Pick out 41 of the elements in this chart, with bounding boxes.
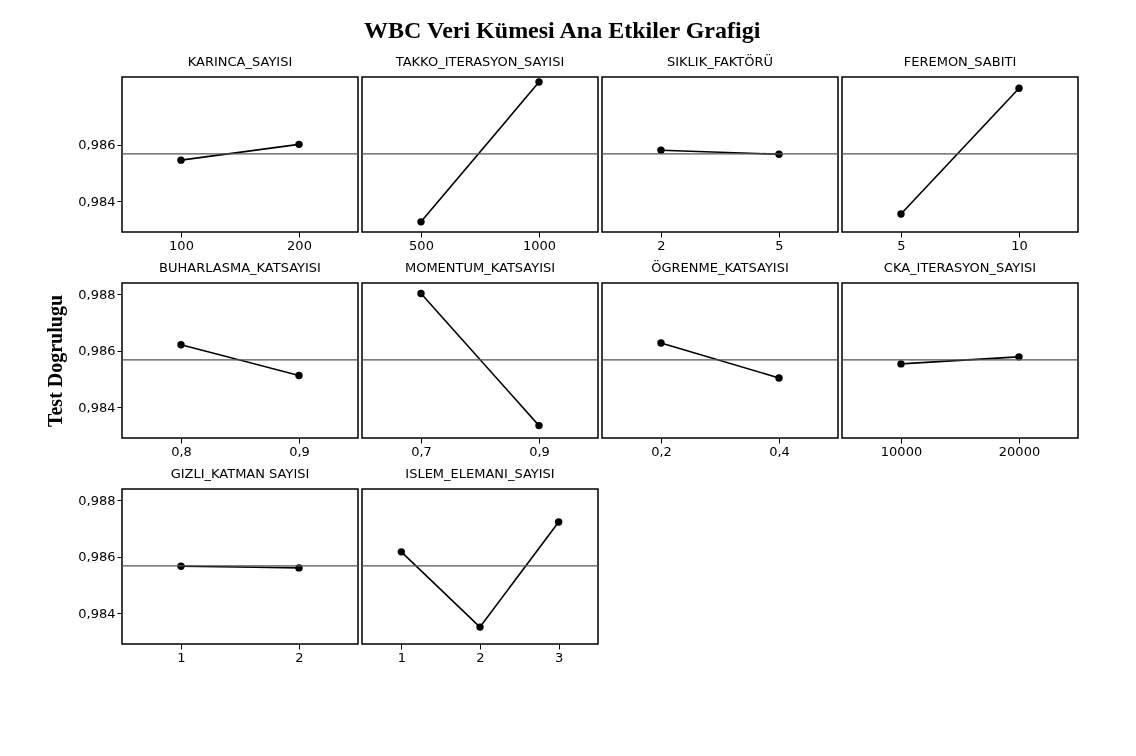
x-tick-label: 10000 [880, 443, 923, 459]
x-tick-label: 1 [397, 649, 406, 665]
chart-title: FEREMON_SABITI [903, 54, 1017, 69]
x-tick-label: 1 [177, 649, 186, 665]
x-tick-label: 500 [409, 237, 434, 253]
x-tick-label: 2 [657, 237, 666, 253]
x-tick-label: 0,9 [289, 443, 310, 459]
chart-title: GIZLI_KATMAN SAYISI [170, 466, 310, 481]
text: WBC Veri Kümesi Ana Etkiler Grafigi [364, 17, 761, 44]
y-tick-label: 0,988 [78, 492, 116, 508]
chart-title: ISLEM_ELEMANI_SAYISI [405, 466, 555, 481]
x-tick-label: 5 [897, 237, 906, 253]
x-tick-label: 1000 [522, 237, 557, 253]
x-tick-label: 5 [775, 237, 784, 253]
x-tick-label: 3 [555, 649, 564, 665]
x-tick-label: 0,8 [171, 443, 192, 459]
chart-title: KARINCA_SAYISI [187, 54, 293, 69]
x-tick-label: 2 [295, 649, 304, 665]
x-tick-label: 20000 [998, 443, 1041, 459]
y-tick-label: 0,986 [78, 343, 116, 359]
x-tick-label: 0,2 [651, 443, 672, 459]
x-tick-label: 100 [169, 237, 194, 253]
y-tick-label: 0,984 [78, 193, 116, 209]
chart-title: CKA_ITERASYON_SAYISI [883, 260, 1037, 275]
x-tick-label: 10 [1011, 237, 1028, 253]
chart-title: MOMENTUM_KATSAYISI [404, 260, 556, 275]
chart-title: SIKLIK_FAKTÖRÜ [666, 53, 774, 69]
y-tick-label: 0,986 [78, 137, 116, 153]
y-tick-label: 0,988 [78, 286, 116, 302]
x-tick-label: 0,9 [529, 443, 550, 459]
x-tick-label: 200 [287, 237, 312, 253]
y-axis-title: Test Dogrulugu [44, 294, 68, 428]
chart-title: BUHARLASMA_KATSAYISI [159, 260, 321, 275]
chart-title: TAKKO_ITERASYON_SAYISI [394, 54, 565, 69]
y-tick-label: 0,984 [78, 399, 116, 415]
x-tick-label: 0,7 [411, 443, 432, 459]
y-tick-label: 0,984 [78, 605, 116, 621]
x-tick-label: 0,4 [769, 443, 790, 459]
x-tick-label: 2 [476, 649, 485, 665]
chart-title: ÖGRENME_KATSAYISI [651, 259, 789, 275]
y-tick-label: 0,986 [78, 549, 116, 565]
